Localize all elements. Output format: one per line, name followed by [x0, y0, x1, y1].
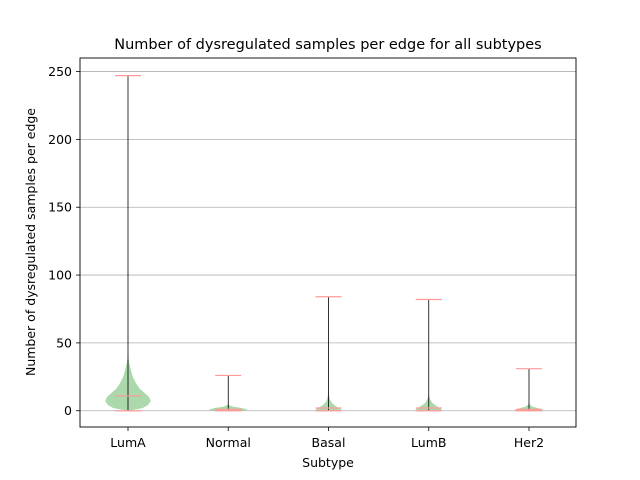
- y-tick-label: 50: [56, 335, 72, 350]
- plot-area: [80, 58, 576, 427]
- x-tick-label: Her2: [514, 435, 544, 450]
- x-tick-label: Basal: [312, 435, 346, 450]
- y-tick-label: 250: [48, 64, 72, 79]
- y-axis-label: Number of dysregulated samples per edge: [23, 108, 38, 376]
- chart-title: Number of dysregulated samples per edge …: [114, 37, 542, 53]
- plot-frame: [79, 57, 577, 428]
- y-tick-label: 150: [48, 200, 72, 215]
- y-tick-label: 0: [64, 403, 72, 418]
- x-axis-label: Subtype: [302, 455, 354, 470]
- gridlines: [80, 71, 576, 412]
- x-tick-label: Normal: [206, 435, 251, 450]
- x-tick-label: LumA: [110, 435, 146, 450]
- violins: [105, 75, 544, 412]
- x-tick-label: LumB: [411, 435, 446, 450]
- x-axis-ticks: LumA Normal Basal LumB Her2: [110, 427, 544, 450]
- y-axis-ticks: 0 50 100 150 200 250: [48, 64, 80, 418]
- y-tick-label: 200: [48, 132, 72, 147]
- y-tick-label: 100: [48, 268, 72, 283]
